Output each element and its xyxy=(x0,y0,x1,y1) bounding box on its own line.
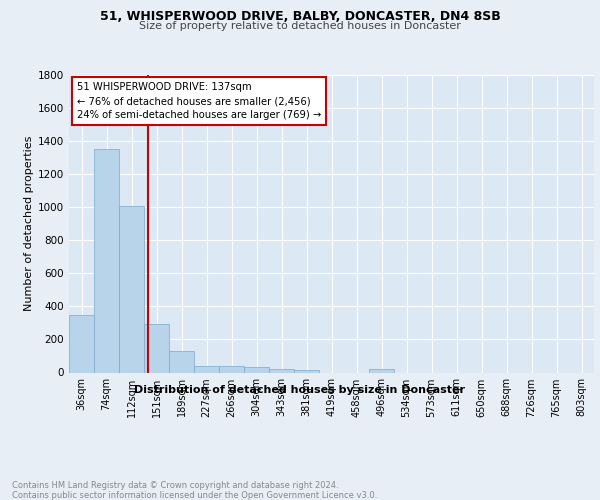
Bar xyxy=(219,366,244,372)
Bar xyxy=(294,370,319,372)
Y-axis label: Number of detached properties: Number of detached properties xyxy=(24,136,34,312)
Text: 51, WHISPERWOOD DRIVE, BALBY, DONCASTER, DN4 8SB: 51, WHISPERWOOD DRIVE, BALBY, DONCASTER,… xyxy=(100,10,500,23)
Text: 51 WHISPERWOOD DRIVE: 137sqm
← 76% of detached houses are smaller (2,456)
24% of: 51 WHISPERWOOD DRIVE: 137sqm ← 76% of de… xyxy=(77,82,321,120)
Bar xyxy=(269,369,294,372)
Bar xyxy=(94,148,119,372)
Bar xyxy=(144,324,169,372)
Bar xyxy=(244,366,269,372)
Bar xyxy=(69,314,94,372)
Bar xyxy=(119,206,144,372)
Text: Contains HM Land Registry data © Crown copyright and database right 2024.
Contai: Contains HM Land Registry data © Crown c… xyxy=(12,480,377,500)
Bar xyxy=(194,366,219,372)
Bar xyxy=(169,351,194,372)
Text: Size of property relative to detached houses in Doncaster: Size of property relative to detached ho… xyxy=(139,21,461,31)
Text: Distribution of detached houses by size in Doncaster: Distribution of detached houses by size … xyxy=(134,385,466,395)
Bar xyxy=(369,369,394,372)
